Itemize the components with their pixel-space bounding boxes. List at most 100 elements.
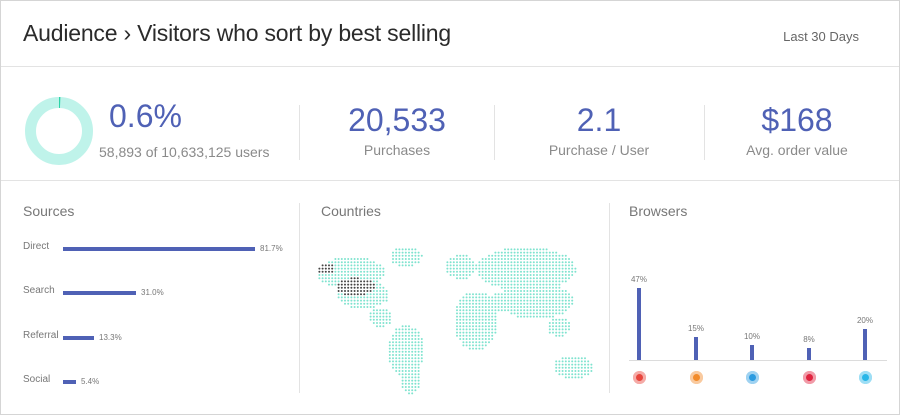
map-dot bbox=[491, 277, 494, 280]
map-dot bbox=[411, 392, 414, 395]
map-dot bbox=[513, 258, 516, 260]
map-dot bbox=[526, 302, 529, 305]
map-dot bbox=[520, 306, 522, 308]
map-dot bbox=[520, 258, 522, 260]
map-dot bbox=[542, 290, 545, 292]
map-dot bbox=[484, 280, 487, 283]
map-dot bbox=[331, 274, 334, 276]
map-dot-highlight bbox=[340, 290, 343, 292]
map-dot bbox=[404, 366, 407, 369]
map-dot bbox=[344, 302, 346, 305]
map-dot bbox=[564, 370, 567, 372]
map-dot bbox=[526, 290, 529, 292]
map-dot bbox=[478, 293, 481, 296]
map-dot bbox=[481, 306, 484, 308]
map-dot bbox=[347, 277, 350, 280]
map-dot bbox=[456, 306, 458, 308]
browser-chart-axis bbox=[629, 360, 887, 361]
map-dot bbox=[494, 299, 497, 302]
map-dot bbox=[382, 325, 385, 328]
map-dot bbox=[472, 309, 474, 312]
map-dot bbox=[529, 270, 532, 273]
map-dot bbox=[545, 274, 548, 276]
map-dot bbox=[468, 296, 471, 299]
map-dot bbox=[353, 299, 356, 302]
map-dot bbox=[542, 274, 545, 276]
map-dot bbox=[462, 325, 465, 328]
world-map[interactable] bbox=[311, 239, 603, 409]
source-bar[interactable] bbox=[63, 247, 255, 251]
map-dot bbox=[574, 357, 577, 360]
browser-bar[interactable] bbox=[863, 329, 867, 360]
map-dot bbox=[350, 296, 353, 299]
browser-bar[interactable] bbox=[694, 337, 698, 360]
map-dot bbox=[337, 296, 340, 299]
map-dot bbox=[472, 270, 474, 273]
map-dot bbox=[408, 254, 410, 257]
map-dot bbox=[504, 264, 506, 267]
map-dot bbox=[449, 261, 452, 264]
map-dot bbox=[558, 309, 561, 312]
map-dot-highlight bbox=[324, 267, 327, 270]
map-dot bbox=[539, 274, 542, 276]
map-dot bbox=[462, 312, 465, 315]
map-dot bbox=[404, 382, 407, 385]
map-dot bbox=[516, 258, 519, 260]
map-dot bbox=[337, 293, 340, 296]
map-dot bbox=[504, 296, 506, 299]
source-bar[interactable] bbox=[63, 291, 136, 295]
map-dot bbox=[545, 296, 548, 299]
map-dot bbox=[369, 315, 372, 318]
map-dot bbox=[334, 277, 337, 280]
map-dot bbox=[571, 274, 574, 276]
map-dot bbox=[494, 270, 497, 273]
source-bar[interactable] bbox=[63, 336, 94, 340]
map-dot bbox=[580, 360, 583, 363]
kpi-row: 0.6% 58,893 of 10,633,125 users 20,533 P… bbox=[1, 68, 899, 181]
map-dot bbox=[408, 379, 410, 382]
map-dot bbox=[536, 299, 538, 302]
source-bar[interactable] bbox=[63, 380, 76, 384]
map-dot bbox=[385, 299, 388, 302]
map-dot bbox=[555, 254, 558, 257]
map-dot bbox=[507, 296, 510, 299]
map-dot bbox=[571, 360, 574, 363]
browser-bar[interactable] bbox=[807, 348, 811, 360]
map-dot bbox=[404, 360, 407, 363]
map-dot bbox=[558, 363, 561, 366]
map-dot bbox=[542, 312, 545, 315]
map-dot bbox=[500, 302, 503, 305]
map-dot bbox=[481, 258, 484, 260]
map-dot-highlight bbox=[331, 270, 334, 273]
map-dot bbox=[484, 309, 487, 312]
map-dot bbox=[488, 315, 490, 318]
map-dot bbox=[452, 264, 455, 267]
map-dot bbox=[465, 254, 468, 257]
date-range-selector[interactable]: Last 30 Days bbox=[783, 29, 859, 44]
safari-icon bbox=[859, 371, 872, 384]
map-dot bbox=[456, 267, 458, 270]
map-dot bbox=[491, 322, 494, 324]
map-dot bbox=[459, 274, 462, 276]
map-dot bbox=[494, 280, 497, 283]
map-dot bbox=[584, 360, 586, 363]
map-dot bbox=[488, 270, 490, 273]
map-dot bbox=[523, 261, 526, 264]
map-dot bbox=[376, 296, 378, 299]
map-dot bbox=[552, 277, 554, 280]
map-dot bbox=[568, 274, 570, 276]
map-dot bbox=[545, 302, 548, 305]
map-dot bbox=[568, 360, 570, 363]
browser-bar[interactable] bbox=[637, 288, 641, 360]
map-dot bbox=[462, 309, 465, 312]
map-dot bbox=[481, 315, 484, 318]
map-dot bbox=[561, 280, 564, 283]
map-dot bbox=[545, 286, 548, 289]
map-dot bbox=[356, 264, 359, 267]
map-dot bbox=[555, 322, 558, 324]
map-dot bbox=[523, 283, 526, 286]
map-dot-highlight bbox=[344, 293, 346, 296]
browser-bar[interactable] bbox=[750, 345, 754, 360]
map-dot bbox=[456, 277, 458, 280]
map-dot bbox=[558, 296, 561, 299]
